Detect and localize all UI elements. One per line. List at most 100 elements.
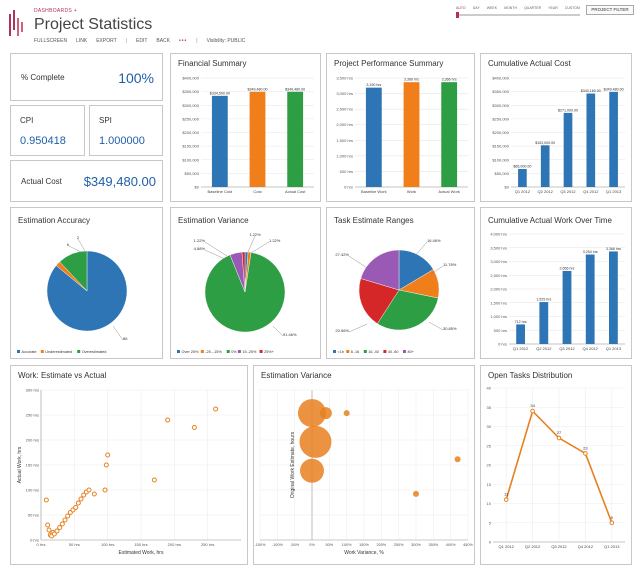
range-quarter[interactable]: QUARTER	[524, 6, 542, 10]
y-tick-label: 1,000 hrs	[490, 314, 507, 319]
bar	[287, 91, 304, 187]
x-axis-title: Work Variance, %	[344, 550, 384, 556]
legend-swatch	[346, 350, 350, 353]
link-link[interactable]: LINK	[76, 38, 88, 44]
open-tasks-chart[interactable]: 0 5 10 15 20 25 30 35 40 Q1 2012 Q2 2012 Q3 2012 Q4 …	[481, 380, 631, 564]
x-tick-label: -150%	[255, 543, 267, 547]
open-tasks-tile[interactable]: Open Tasks Distribution 0 5 10 15 20 25 30 35 40…	[480, 365, 632, 565]
slice-label: 6	[67, 242, 70, 247]
legend-swatch	[403, 350, 406, 353]
pie-slice	[241, 251, 246, 293]
cumulative-cost-chart[interactable]: $0 $50,000 $100,000 $150,000 $200,000 $250,00…	[481, 68, 631, 201]
range-month[interactable]: MONTH	[504, 6, 517, 10]
toolbar: FULLSCREEN LINK EXPORT | EDIT BACK ••• |…	[34, 38, 245, 44]
y-tick-label: $400,000	[182, 76, 199, 81]
task-ranges-chart[interactable]: 16.46% 11.78% 30.85% 20.56% 27.42% <1h 8..16 16…	[327, 226, 474, 358]
range-year[interactable]: YEAR	[548, 6, 558, 10]
visibility-label[interactable]: Visibility: PUBLIC	[206, 38, 246, 44]
estimation-accuracy-chart[interactable]: 86 2 6 Accurate Underestimated Overestimated	[11, 226, 162, 358]
scatter-point	[165, 417, 171, 423]
app-logo-icon	[9, 10, 23, 36]
financial-summary-chart[interactable]: $0 $50,000 $100,000 $150,000 $200,000 $250,00…	[171, 68, 320, 201]
x-tick-label: Q1 2013	[606, 189, 622, 194]
y-tick-label: $350,000	[182, 89, 199, 94]
fullscreen-link[interactable]: FULLSCREEN	[34, 38, 68, 44]
x-tick-label: 250 hrs	[201, 542, 214, 547]
legend-label: <1h	[338, 350, 344, 354]
x-tick-label: 100 hrs	[101, 542, 114, 547]
scatter-point	[51, 531, 57, 537]
x-tick-label: Q1 2012	[499, 544, 515, 549]
scatter-point	[46, 527, 52, 533]
y-tick-label: 300 hrs	[26, 388, 39, 393]
cpi-tile: CPI 0.950418	[10, 105, 85, 156]
x-tick-label: Baseline Work	[361, 189, 387, 194]
range-custom[interactable]: CUSTOM	[564, 6, 580, 10]
pie-slice	[377, 289, 439, 331]
y-tick-label: 0	[489, 540, 492, 545]
more-icon[interactable]: •••	[179, 38, 188, 44]
y-tick-label: 1,500 hrs	[490, 300, 507, 305]
bubble-point	[454, 456, 461, 463]
performance-summary-tile[interactable]: Project Performance Summary 0 hrs 500 hrs…	[326, 53, 475, 202]
scatter-point	[151, 477, 157, 483]
project-filter-button[interactable]: PROJECT FILTER	[586, 5, 634, 15]
legend-swatch	[363, 350, 367, 353]
y-tick-label: $0	[505, 185, 510, 190]
range-auto[interactable]: AUTO	[456, 6, 466, 10]
work-scatter-chart[interactable]: 0 hrs 50 hrs 100 hrs 150 hrs 200 hrs 250 hrs 3…	[11, 380, 247, 564]
y-tick-label: 100 hrs	[26, 488, 39, 493]
bar	[441, 82, 458, 187]
data-label: 34	[530, 403, 535, 408]
percent-complete-value: 100%	[118, 70, 154, 86]
estimation-variance-tile[interactable]: Estimation Variance 1.22% 4.88% 1.22% 1.22%…	[170, 207, 321, 359]
bar	[516, 324, 526, 344]
cumulative-work-chart[interactable]: 0 hrs 500 hrs 1,000 hrs 1,500 hrs 2,000 hrs 2…	[481, 226, 631, 358]
y-tick-label: 2,500 hrs	[336, 107, 353, 112]
edit-link[interactable]: EDIT	[135, 38, 148, 44]
legend-label: 80+	[408, 350, 415, 354]
task-ranges-tile[interactable]: Task Estimate Ranges 16.46% 11.78% 30.85% 2…	[326, 207, 475, 359]
time-range-slider[interactable]: AUTO DAY WEEK MONTH QUARTER YEAR CUSTOM	[456, 6, 580, 18]
cumulative-cost-tile[interactable]: Cumulative Actual Cost $0 $50,000 $100,000…	[480, 53, 632, 202]
x-tick-label: Work	[407, 189, 416, 194]
back-link[interactable]: BACK	[156, 38, 170, 44]
slice-label: 86	[123, 336, 128, 341]
performance-summary-chart[interactable]: 0 hrs 500 hrs 1,000 hrs 1,500 hrs 2,000 hrs 2…	[327, 68, 474, 201]
breadcrumb[interactable]: DASHBOARDS +	[34, 8, 77, 14]
legend-label: 25%+	[264, 350, 275, 354]
data-label: 2,656 hrs	[560, 266, 575, 270]
range-week[interactable]: WEEK	[486, 6, 498, 10]
x-tick-label: 300%	[411, 543, 421, 547]
x-tick-label: Q3 2012	[560, 189, 576, 194]
open-tasks-title: Open Tasks Distribution	[488, 371, 573, 380]
range-day[interactable]: DAY	[472, 6, 480, 10]
slider-thumb[interactable]	[456, 12, 459, 18]
estimation-variance-chart[interactable]: 1.22% 4.88% 1.22% 1.22% 91.46% Over 25% -25..-…	[171, 226, 320, 358]
y-tick-label: 10	[487, 501, 492, 506]
y-tick-label: $100,000	[492, 157, 509, 162]
label-leader	[77, 238, 86, 252]
label-leader	[430, 265, 444, 275]
cumulative-work-tile[interactable]: Cumulative Actual Work Over Time 0 hrs 50…	[480, 207, 632, 359]
scatter-point	[75, 500, 81, 506]
export-link[interactable]: EXPORT	[96, 38, 117, 44]
page-title: Project Statistics	[34, 16, 153, 33]
x-tick-label: 50 hrs	[69, 542, 80, 547]
bar	[540, 145, 550, 187]
y-tick-label: 1,000 hrs	[336, 153, 353, 158]
legend-swatch	[259, 350, 263, 353]
percent-complete-tile: % Complete 100%	[10, 53, 163, 101]
x-tick-label: 200%	[376, 543, 386, 547]
x-tick-label: Baseline Cost	[207, 189, 233, 194]
work-scatter-tile[interactable]: Work: Estimate vs Actual 0 hrs 50 hrs 100 …	[10, 365, 248, 565]
variance-bubble-tile[interactable]: Estimation Variance -150% -100% -50% 0% 50% 1…	[253, 365, 475, 565]
slice-label: 1.22%	[249, 232, 261, 237]
y-tick-label: 3,000 hrs	[490, 259, 507, 264]
y-tick-label: 4,000 hrs	[490, 232, 507, 237]
financial-summary-tile[interactable]: Financial Summary $0 $50,000 $100,000 $150,…	[170, 53, 321, 202]
estimation-accuracy-tile[interactable]: Estimation Accuracy 86 2 6 Accurate Underest…	[10, 207, 163, 359]
y-tick-label: 2,500 hrs	[490, 273, 507, 278]
slider-track[interactable]	[456, 14, 580, 16]
variance-bubble-chart[interactable]: -150% -100% -50% 0% 50% 100% 150% 200% 250% 300% 3…	[254, 380, 474, 564]
